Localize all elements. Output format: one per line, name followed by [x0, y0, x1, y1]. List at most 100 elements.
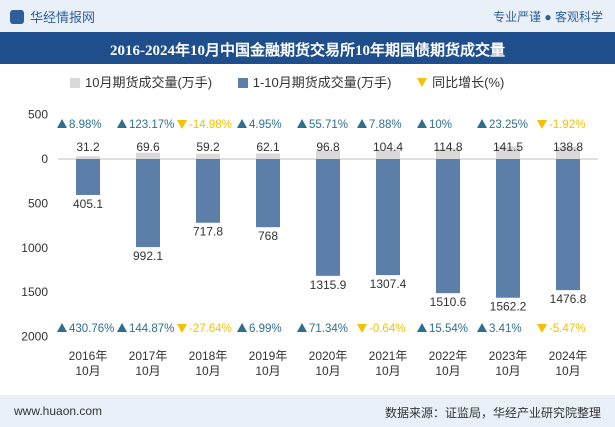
bar-monthly [196, 153, 220, 159]
growth-up-icon [357, 119, 367, 128]
legend-label-monthly: 10月期货成交量(万手) [85, 75, 213, 90]
x-tick-label: 2022年 10月 [429, 349, 468, 378]
bar-monthly-label: 138.8 [553, 140, 583, 154]
bar-monthly-label: 141.5 [493, 140, 523, 154]
x-tick-label-line: 10月 [375, 364, 400, 378]
bar-cumulative [496, 159, 520, 298]
y-tick-label: 1000 [21, 241, 48, 255]
growth-up-icon [117, 323, 127, 332]
x-tick-label-line: 2018年 [189, 349, 228, 363]
brand[interactable]: 华经情报网 [10, 7, 95, 26]
growth-down-icon [537, 324, 547, 333]
growth-up-icon [417, 119, 427, 128]
growth-cumulative-label: 144.87% [129, 323, 174, 335]
bar-monthly [376, 149, 400, 159]
bar-monthly [256, 153, 280, 159]
y-tick-label: 0 [41, 152, 48, 166]
growth-up-icon [237, 119, 247, 128]
growth-cumulative-label: -5.47% [549, 323, 585, 335]
growth-up-icon [237, 323, 247, 332]
growth-monthly-label: -14.98% [189, 119, 232, 131]
bar-cumulative-label: 717.8 [193, 225, 223, 239]
growth-up-icon [477, 119, 487, 128]
growth-up-icon [57, 323, 67, 332]
growth-monthly-label: -1.92% [549, 119, 585, 131]
bar-monthly-label: 31.2 [76, 140, 100, 154]
tagline: 专业严谨 ● 客观科学 [493, 10, 603, 24]
x-tick-label-line: 10月 [75, 364, 100, 378]
x-tick-label-line: 2021年 [369, 349, 408, 363]
bar-monthly [436, 148, 460, 159]
bar-cumulative-label: 405.1 [73, 197, 103, 211]
growth-monthly-label: 7.88% [369, 119, 402, 131]
chart-legend: 10月期货成交量(万手) 1-10月期货成交量(万手) 同比增长(%) [70, 72, 526, 91]
bar-cumulative [76, 159, 100, 195]
bar-monthly [316, 150, 340, 159]
x-tick-label: 2023年 10月 [489, 349, 528, 378]
legend-label-cumulative: 1-10月期货成交量(万手) [252, 75, 392, 90]
bar-cumulative-label: 1315.9 [310, 278, 347, 292]
growth-cumulative-label: 15.54% [429, 323, 468, 335]
bar-cumulative [376, 159, 400, 276]
bar-monthly-label: 59.2 [196, 140, 220, 154]
bar-monthly [496, 146, 520, 159]
footer-bar: www.huaon.com 数据来源：证监局，华经产业研究院整理 [0, 395, 615, 427]
growth-cumulative-label: -27.64% [189, 323, 232, 335]
y-tick-label: 1500 [21, 285, 48, 299]
x-tick-label-line: 10月 [555, 364, 580, 378]
growth-up-icon [117, 119, 127, 128]
bar-cumulative-label: 768 [258, 229, 278, 243]
x-tick-label-line: 10月 [315, 364, 340, 378]
legend-swatch-monthly [70, 78, 80, 88]
x-tick-label-line: 2024年 [549, 349, 588, 363]
growth-down-icon [537, 120, 547, 129]
y-tick-label: 500 [28, 196, 48, 210]
x-tick-label-line: 10月 [135, 364, 160, 378]
bar-cumulative-label: 992.1 [133, 249, 163, 263]
footer-source: 数据来源：证监局，华经产业研究院整理 [384, 406, 601, 420]
x-tick-label: 2024年 10月 [549, 349, 588, 378]
growth-cumulative-label: 430.76% [69, 323, 114, 335]
bar-monthly-label: 69.6 [136, 140, 160, 154]
growth-monthly-label: 10% [429, 119, 452, 131]
bar-cumulative [196, 159, 220, 223]
bar-cumulative-label: 1476.8 [550, 292, 587, 306]
bar-monthly-label: 104.4 [373, 140, 403, 154]
bar-monthly-label: 96.8 [316, 140, 340, 154]
bar-monthly-label: 62.1 [256, 140, 280, 154]
bar-cumulative-label: 1510.6 [430, 295, 467, 309]
top-bar: 华经情报网 专业严谨 ● 客观科学 [0, 0, 615, 32]
chart-title: 2016-2024年10月中国金融期货交易所10年期国债期货成交量 [110, 43, 505, 59]
growth-monthly-label: 4.95% [249, 119, 282, 131]
x-tick-label: 2018年 10月 [189, 349, 228, 378]
growth-monthly-label: 55.71% [309, 119, 348, 131]
bar-monthly [556, 146, 580, 159]
x-tick-label-line: 10月 [255, 364, 280, 378]
bar-monthly-label: 114.8 [433, 140, 462, 154]
x-tick-label-line: 2022年 [429, 349, 468, 363]
x-tick-label-line: 2017年 [129, 349, 168, 363]
brand-name: 华经情报网 [30, 10, 96, 25]
x-tick-label-line: 2016年 [69, 349, 108, 363]
x-tick-label: 2019年 10月 [249, 349, 288, 378]
growth-monthly-label: 123.17% [129, 119, 174, 131]
growth-cumulative-label: 6.99% [249, 323, 282, 335]
bar-cumulative [556, 159, 580, 291]
growth-up-icon [417, 323, 427, 332]
legend-item-cumulative: 1-10月期货成交量(万手) [237, 72, 392, 91]
growth-cumulative-label: -0.64% [369, 323, 405, 335]
bar-cumulative-label: 1562.2 [490, 300, 527, 314]
growth-down-icon [357, 324, 367, 333]
x-tick-label: 2017年 10月 [129, 349, 168, 378]
footer-site[interactable]: www.huaon.com [14, 404, 103, 418]
growth-up-icon [297, 323, 307, 332]
bar-cumulative [256, 159, 280, 228]
x-tick-label-line: 10月 [495, 364, 520, 378]
growth-up-icon [297, 119, 307, 128]
x-tick-label-line: 2019年 [249, 349, 288, 363]
growth-down-icon [177, 120, 187, 129]
title-bar: 2016-2024年10月中国金融期货交易所10年期国债期货成交量 [0, 32, 615, 64]
growth-cumulative-label: 71.34% [309, 323, 348, 335]
x-tick-label: 2020年 10月 [309, 349, 348, 378]
y-tick-label: 500 [28, 108, 48, 122]
